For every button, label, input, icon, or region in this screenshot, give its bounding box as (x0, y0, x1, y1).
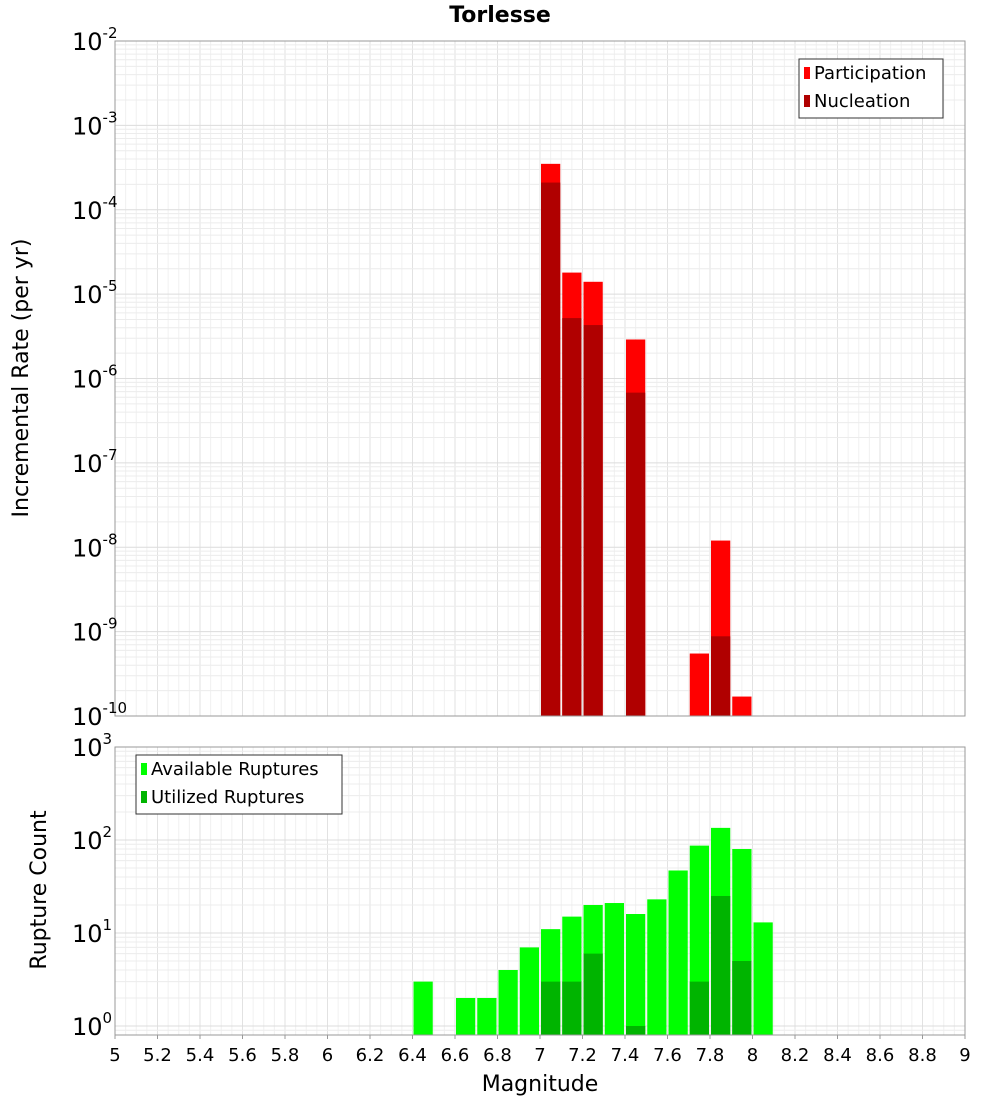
top-y-tick-label: 10-6 (72, 362, 118, 394)
bottom-bar (711, 895, 731, 1035)
bottom-panel: 103 102 101 100 5 5.2 5.4 5.6 5.8 6 6.2 6.4 6.6 6.8 7 7… (72, 730, 971, 1066)
x-tick-label: 7.8 (696, 1045, 725, 1066)
top-bar (689, 653, 709, 716)
top-bar (732, 696, 752, 716)
bottom-bar (668, 870, 688, 1035)
x-tick-label: 9 (959, 1045, 970, 1066)
bottom-legend-box (135, 754, 343, 815)
top-bar (583, 325, 603, 716)
y-axis-label-bottom: Rupture Count (27, 810, 52, 970)
bottom-bar (519, 947, 539, 1035)
bottom-legend-label: Available Ruptures (151, 759, 319, 780)
top-legend-box (798, 58, 944, 119)
top-y-tick-label: 10-8 (72, 530, 118, 562)
bottom-bar (604, 903, 624, 1035)
top-y-tick-label: 10-2 (72, 24, 118, 56)
bottom-grid (114, 746, 966, 1036)
top-panel: 10-2 10-3 10-4 10-5 10-6 10-7 10-8 10-9 10-10 Par… (72, 24, 966, 731)
bottom-bar (583, 953, 603, 1035)
bottom-y-tick-label: 100 (72, 1009, 112, 1041)
x-tick-label: 6.8 (483, 1045, 512, 1066)
top-bar (541, 182, 561, 716)
top-y-tick-label: 10-3 (72, 108, 118, 140)
x-tick-label: 8 (747, 1045, 758, 1066)
top-series-1 (541, 182, 731, 716)
chart-title: Torlesse (449, 3, 551, 28)
x-tick-label: 7 (534, 1045, 545, 1066)
top-y-tick-label: 10-5 (72, 277, 118, 309)
x-tick-label: 5 (109, 1045, 120, 1066)
x-tick-label: 6.2 (356, 1045, 385, 1066)
y-axis-label-top: Incremental Rate (per yr) (9, 239, 34, 518)
bottom-bar (477, 997, 497, 1035)
x-tick-label: 6.6 (441, 1045, 470, 1066)
bottom-bar (626, 1025, 646, 1035)
bottom-bar (626, 914, 646, 1035)
top-y-tick-label: 10-9 (72, 615, 118, 647)
bottom-bar (498, 969, 518, 1035)
x-tick-label: 7.2 (568, 1045, 597, 1066)
x-tick-label: 5.6 (228, 1045, 257, 1066)
bottom-legend: Available Ruptures Utilized Ruptures (135, 754, 343, 815)
bottom-legend-swatch (141, 763, 147, 775)
bottom-y-tick-label: 101 (72, 916, 112, 948)
x-tick-label: 5.4 (186, 1045, 215, 1066)
x-tick-label: 6.4 (398, 1045, 427, 1066)
top-y-tick-label: 10-10 (72, 699, 127, 731)
top-grid (114, 40, 966, 717)
bottom-bar (732, 960, 752, 1035)
bottom-legend-swatch (141, 791, 147, 803)
x-tick-label: 8.4 (823, 1045, 852, 1066)
x-tick-label: 8.2 (781, 1045, 810, 1066)
top-bar (562, 318, 582, 716)
x-tick-label: 7.6 (653, 1045, 682, 1066)
top-legend-swatch (804, 95, 810, 107)
bottom-bar (689, 981, 709, 1035)
x-tick-label: 6 (322, 1045, 333, 1066)
x-tick-label: 8.8 (908, 1045, 937, 1066)
bottom-bar (562, 981, 582, 1035)
bottom-y-tick-label: 103 (72, 730, 112, 762)
x-tick-label: 7.4 (611, 1045, 640, 1066)
bottom-series-1 (541, 895, 752, 1035)
x-axis-label: Magnitude (482, 1072, 599, 1097)
top-legend: Participation Nucleation (798, 58, 944, 119)
bottom-y-tick-label: 102 (72, 823, 112, 855)
bottom-bar (413, 981, 433, 1035)
top-plot-frame (114, 40, 966, 717)
top-legend-label: Participation (814, 63, 926, 84)
top-bar (711, 636, 731, 716)
top-bar (626, 392, 646, 716)
bottom-bar (647, 899, 667, 1035)
x-tick-label: 5.8 (271, 1045, 300, 1066)
bottom-legend-label: Utilized Ruptures (151, 787, 304, 808)
top-y-tick-label: 10-7 (72, 446, 118, 478)
bottom-bar (456, 997, 476, 1035)
x-tick-label: 5.2 (143, 1045, 172, 1066)
bottom-bar (541, 981, 561, 1035)
top-y-tick-label: 10-4 (72, 193, 118, 225)
bottom-bar (753, 922, 773, 1035)
top-legend-label: Nucleation (814, 91, 910, 112)
x-tick-label: 8.6 (866, 1045, 895, 1066)
top-legend-swatch (804, 67, 810, 79)
